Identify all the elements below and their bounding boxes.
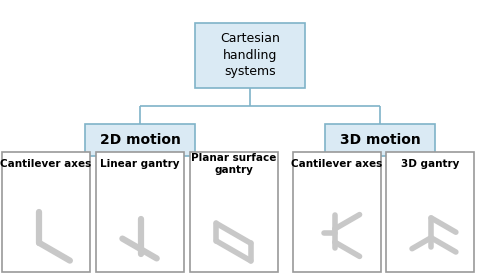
Bar xyxy=(190,152,278,272)
Bar xyxy=(85,124,195,156)
Text: 2D motion: 2D motion xyxy=(100,133,180,147)
Text: Cantilever axes: Cantilever axes xyxy=(292,159,382,169)
Text: Planar surface
gantry: Planar surface gantry xyxy=(192,153,276,175)
Text: Cartesian
handling
systems: Cartesian handling systems xyxy=(220,33,280,78)
Bar xyxy=(386,152,474,272)
Bar xyxy=(2,152,90,272)
Text: 3D motion: 3D motion xyxy=(340,133,420,147)
Bar xyxy=(195,23,305,87)
Text: Linear gantry: Linear gantry xyxy=(100,159,180,169)
Bar xyxy=(325,124,435,156)
Bar xyxy=(293,152,381,272)
Bar xyxy=(96,152,184,272)
Text: Cantilever axes: Cantilever axes xyxy=(0,159,92,169)
Text: 3D gantry: 3D gantry xyxy=(401,159,459,169)
